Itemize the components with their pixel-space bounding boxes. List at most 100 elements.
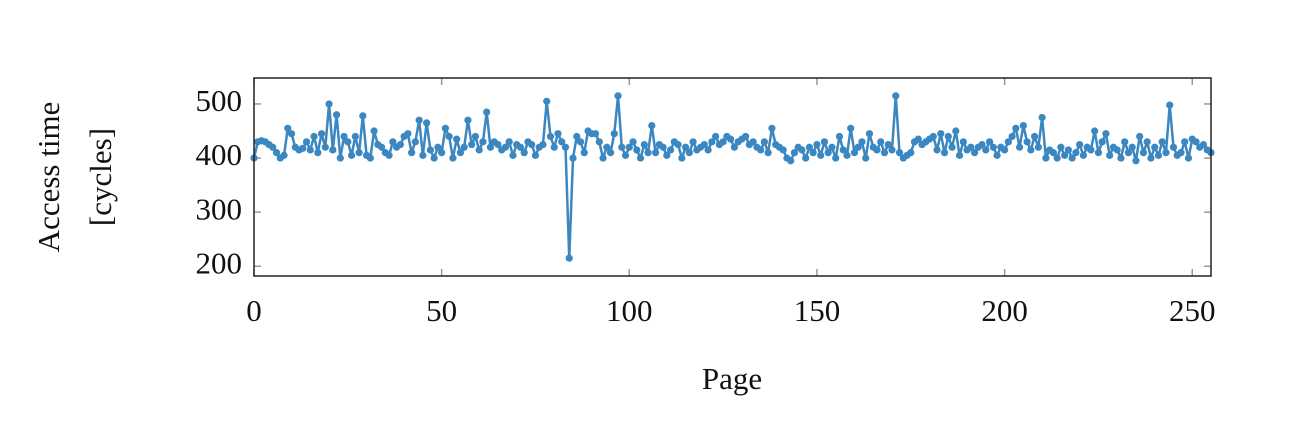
data-point: [790, 149, 799, 157]
data-point: [663, 151, 671, 159]
data-point: [1061, 151, 1069, 159]
data-point: [332, 111, 341, 119]
data-point: [813, 140, 821, 149]
data-point: [798, 146, 806, 154]
data-point: [712, 132, 720, 141]
data-point: [636, 154, 645, 162]
data-point: [1132, 157, 1140, 165]
data-point: [824, 149, 832, 157]
data-point: [1031, 132, 1039, 141]
data-point: [1169, 143, 1178, 151]
data-point: [438, 149, 446, 157]
data-point: [509, 151, 517, 159]
data-point: [862, 154, 870, 162]
data-point: [565, 254, 573, 262]
data-point: [1139, 149, 1148, 157]
y-axis-label: Access time: [31, 102, 66, 253]
data-point: [479, 138, 487, 146]
data-point: [272, 149, 281, 157]
data-point: [554, 130, 562, 138]
data-point: [355, 149, 363, 157]
data-point: [1098, 138, 1106, 146]
data-point: [1143, 138, 1151, 146]
data-point: [475, 146, 483, 154]
data-point: [1181, 138, 1189, 146]
data-point: [280, 151, 288, 159]
data-point: [1106, 151, 1114, 159]
data-point: [618, 143, 626, 151]
data-point: [378, 143, 386, 151]
data-point: [689, 138, 697, 146]
data-point: [1027, 146, 1035, 154]
data-point: [539, 140, 547, 149]
data-point: [302, 138, 311, 146]
data-point: [569, 154, 577, 162]
data-point: [370, 127, 378, 135]
data-point: [727, 135, 735, 143]
data-point: [531, 151, 540, 159]
data-point: [426, 146, 434, 154]
data-point: [415, 116, 423, 124]
data-point: [1076, 140, 1084, 149]
data-point: [877, 138, 885, 146]
data-point: [929, 132, 937, 141]
data-point: [967, 143, 975, 151]
data-point: [880, 149, 889, 157]
data-point: [1023, 138, 1031, 146]
data-point: [757, 146, 765, 154]
data-point: [1008, 132, 1016, 141]
data-point: [389, 138, 397, 146]
data-point: [989, 143, 997, 151]
data-point: [528, 140, 536, 149]
data-point: [742, 132, 750, 141]
data-point: [685, 149, 693, 157]
x-tick-label: 150: [794, 293, 841, 328]
data-point: [456, 149, 465, 157]
x-tick-label: 0: [246, 293, 262, 328]
data-point: [494, 140, 502, 149]
data-point: [595, 138, 603, 146]
data-point: [1072, 149, 1080, 157]
data-point: [543, 97, 551, 105]
data-point: [787, 157, 795, 165]
data-point: [779, 146, 787, 154]
data-point: [385, 151, 393, 159]
data-point: [704, 146, 712, 154]
data-point: [850, 149, 859, 157]
data-point: [892, 92, 900, 100]
data-point: [550, 143, 558, 151]
data-point: [719, 138, 727, 146]
data-point: [359, 112, 367, 120]
data-point: [888, 146, 896, 154]
data-point: [1034, 143, 1042, 151]
data-point: [1000, 146, 1009, 154]
data-point: [955, 151, 964, 159]
data-point: [453, 135, 461, 143]
data-point: [576, 138, 585, 146]
data-point: [404, 130, 412, 138]
data-point: [625, 143, 633, 151]
data-point: [914, 135, 922, 143]
data-point: [561, 143, 570, 151]
data-point: [820, 138, 829, 146]
data-point: [516, 143, 525, 151]
x-tick-label: 250: [1169, 293, 1216, 328]
data-point: [847, 124, 855, 132]
data-point: [651, 149, 660, 157]
y-axis-label: [cycles]: [83, 128, 118, 226]
data-point: [839, 146, 847, 154]
data-point: [873, 146, 881, 154]
data-point: [614, 92, 622, 100]
data-point: [299, 144, 307, 152]
data-point: [708, 138, 716, 146]
data-point: [944, 132, 952, 141]
data-point: [621, 151, 630, 159]
data-point: [1079, 151, 1087, 159]
x-axis-label: Page: [702, 361, 762, 396]
data-point: [419, 151, 427, 159]
data-point: [501, 143, 510, 151]
data-point: [730, 143, 738, 151]
data-point: [1184, 154, 1193, 162]
data-point: [580, 149, 588, 157]
